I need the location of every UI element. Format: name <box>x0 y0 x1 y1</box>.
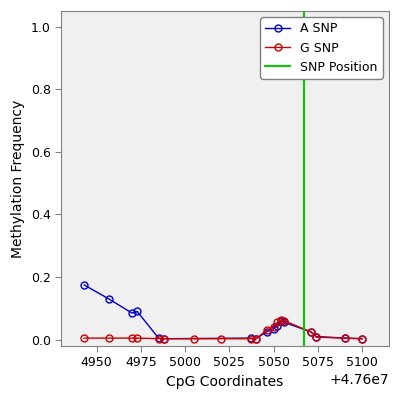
A SNP <box>135 309 140 314</box>
G SNP <box>82 336 86 340</box>
G SNP <box>278 318 283 323</box>
G SNP <box>135 336 140 340</box>
A SNP <box>278 318 283 323</box>
G SNP <box>162 336 166 341</box>
G SNP <box>156 336 161 341</box>
A SNP <box>264 330 269 334</box>
G SNP <box>271 325 276 330</box>
A SNP <box>82 282 86 287</box>
A SNP <box>254 336 258 341</box>
A SNP <box>342 336 347 340</box>
Line: A SNP: A SNP <box>81 282 366 342</box>
G SNP <box>264 328 269 333</box>
G SNP <box>308 330 313 334</box>
A SNP <box>282 320 287 325</box>
A SNP <box>248 336 253 340</box>
G SNP <box>248 336 253 341</box>
A SNP <box>162 336 166 341</box>
X-axis label: CpG Coordinates: CpG Coordinates <box>166 375 284 389</box>
G SNP <box>192 336 196 341</box>
A SNP <box>314 334 319 339</box>
G SNP <box>254 336 258 341</box>
G SNP <box>218 336 223 341</box>
G SNP <box>314 335 319 340</box>
G SNP <box>342 336 347 340</box>
Y-axis label: Methylation Frequency: Methylation Frequency <box>11 99 25 258</box>
A SNP <box>360 336 365 341</box>
Legend: A SNP, G SNP, SNP Position: A SNP, G SNP, SNP Position <box>260 17 383 79</box>
A SNP <box>275 323 280 328</box>
G SNP <box>130 336 134 340</box>
A SNP <box>130 311 134 316</box>
G SNP <box>275 320 280 325</box>
A SNP <box>271 326 276 331</box>
G SNP <box>106 336 111 340</box>
A SNP <box>156 336 161 340</box>
A SNP <box>106 296 111 301</box>
Line: G SNP: G SNP <box>81 317 366 342</box>
A SNP <box>308 330 313 334</box>
G SNP <box>360 336 365 341</box>
G SNP <box>282 318 287 323</box>
